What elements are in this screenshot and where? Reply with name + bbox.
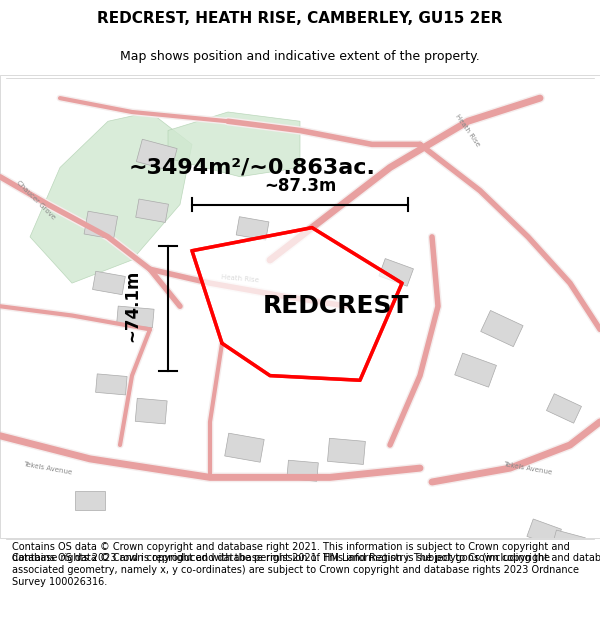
Text: ~3494m²/~0.863ac.: ~3494m²/~0.863ac. (128, 158, 376, 177)
Polygon shape (75, 491, 105, 510)
Polygon shape (168, 112, 300, 177)
Polygon shape (135, 398, 167, 424)
Polygon shape (30, 112, 192, 283)
Text: Contains OS data © Crown copyright and database right 2021. This information is : Contains OS data © Crown copyright and d… (12, 553, 600, 563)
Text: REDCREST, HEATH RISE, CAMBERLEY, GU15 2ER: REDCREST, HEATH RISE, CAMBERLEY, GU15 2E… (97, 11, 503, 26)
Polygon shape (328, 438, 365, 464)
Polygon shape (225, 433, 264, 462)
Polygon shape (116, 306, 154, 328)
Text: Tekels Avenue: Tekels Avenue (503, 461, 553, 476)
Text: Map shows position and indicative extent of the property.: Map shows position and indicative extent… (120, 50, 480, 62)
Polygon shape (236, 217, 269, 240)
Polygon shape (551, 530, 586, 556)
Polygon shape (287, 460, 319, 481)
Text: REDCREST: REDCREST (263, 294, 409, 318)
Polygon shape (136, 199, 169, 222)
Text: Heath Rise: Heath Rise (455, 113, 481, 148)
Polygon shape (527, 519, 562, 547)
Polygon shape (84, 211, 118, 239)
Text: Contains OS data © Crown copyright and database right 2021. This information is : Contains OS data © Crown copyright and d… (12, 542, 579, 587)
Polygon shape (136, 139, 177, 171)
Polygon shape (481, 311, 523, 347)
Text: Heath Rise: Heath Rise (221, 274, 259, 283)
Polygon shape (547, 394, 581, 423)
Text: Chaucer Grove: Chaucer Grove (16, 179, 56, 221)
Polygon shape (192, 228, 402, 380)
Polygon shape (95, 374, 127, 395)
Polygon shape (379, 259, 413, 286)
Text: Tekels Avenue: Tekels Avenue (23, 461, 73, 476)
Text: ~74.1m: ~74.1m (123, 270, 141, 342)
Polygon shape (92, 271, 125, 294)
Polygon shape (540, 536, 581, 571)
Text: ~87.3m: ~87.3m (264, 177, 336, 195)
Polygon shape (455, 353, 496, 387)
